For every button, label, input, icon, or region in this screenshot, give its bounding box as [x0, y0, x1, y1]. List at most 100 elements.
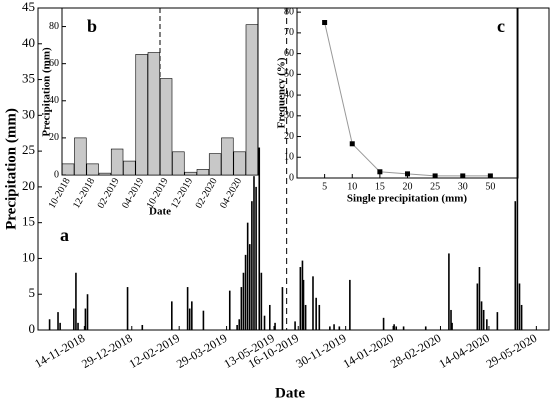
bar — [73, 308, 75, 330]
x-tick-label: 29-05-2020 — [484, 331, 539, 371]
bar — [304, 304, 307, 330]
bar — [312, 276, 314, 330]
bar — [48, 319, 51, 330]
bar — [244, 254, 247, 330]
bar — [172, 151, 185, 176]
bar — [184, 171, 197, 176]
bar — [188, 308, 191, 330]
bar — [349, 279, 351, 330]
bar — [236, 324, 238, 330]
y-tick-label: 30 — [22, 106, 35, 121]
bar — [186, 287, 189, 330]
x-tick-label: 14-04-2020 — [436, 331, 491, 371]
bar — [263, 315, 266, 330]
bar — [98, 172, 112, 176]
panel-tag: a — [60, 225, 69, 245]
bar — [246, 222, 249, 330]
x-tick-label: 15 — [375, 181, 385, 192]
bar — [424, 326, 427, 330]
y-tick-label: 25 — [22, 142, 35, 157]
bar — [86, 163, 99, 176]
y-tick-label: 5 — [29, 285, 36, 300]
bar — [238, 319, 241, 330]
y-tick-label: 0 — [54, 169, 59, 180]
bar — [516, 8, 519, 330]
marker — [322, 20, 328, 26]
line — [324, 22, 491, 177]
bar — [301, 260, 304, 330]
x-tick-label: 12-2019 — [169, 176, 195, 210]
bar — [395, 326, 398, 330]
bar — [318, 304, 321, 330]
y-tick-label: 80 — [49, 21, 59, 32]
bar — [480, 301, 483, 330]
panel-tag: b — [87, 16, 97, 36]
y-tick-label: 20 — [22, 178, 35, 193]
bar — [141, 324, 144, 330]
inset-c-axes — [296, 7, 519, 179]
y-tick-label: 20 — [284, 131, 294, 142]
y-tick-label: 50 — [284, 69, 294, 80]
bar — [135, 54, 148, 176]
main-bars — [48, 8, 523, 330]
bar — [77, 322, 79, 330]
bar — [402, 326, 405, 330]
x-tick-label: 25 — [430, 181, 440, 192]
bar — [274, 322, 276, 330]
y-tick-label: 10 — [22, 249, 35, 264]
bar — [242, 272, 245, 330]
x-tick-label: 30 — [458, 181, 468, 192]
y-axis-label: Frequency (%) — [276, 57, 288, 128]
bar — [486, 319, 488, 330]
bar — [159, 78, 173, 176]
main-axes — [37, 7, 550, 331]
bar — [338, 326, 341, 330]
x-tick-label: 02-2019 — [96, 176, 122, 210]
bar — [57, 312, 59, 330]
bar — [240, 287, 243, 330]
bar — [329, 326, 331, 330]
bar — [147, 52, 161, 176]
bar — [450, 309, 452, 330]
x-tick-label: 10-2018 — [47, 176, 73, 210]
y-tick-label: 45 — [22, 0, 35, 14]
bar — [393, 324, 395, 330]
bar — [59, 322, 61, 330]
x-tick-label: 30-11-2019 — [293, 331, 348, 371]
bar — [191, 301, 193, 330]
y-tick-label: 10 — [284, 152, 294, 163]
bar — [518, 283, 521, 330]
bar — [299, 267, 302, 330]
y-axis-label: Precipitation (mm) — [41, 47, 53, 137]
bar — [61, 163, 75, 176]
bar — [86, 294, 89, 330]
bar — [251, 201, 253, 330]
bar — [75, 272, 77, 330]
bar — [233, 151, 246, 176]
x-axis-label: Date — [149, 206, 171, 218]
bar — [208, 153, 222, 176]
x-tick-label: 20 — [403, 181, 413, 192]
x-tick-label: 29-03-2019 — [174, 331, 229, 371]
y-tick-label: 40 — [284, 89, 294, 100]
bar — [110, 148, 124, 176]
bar — [221, 137, 234, 176]
x-axis-label: Date — [275, 385, 305, 401]
y-tick-label: 20 — [49, 132, 59, 143]
y-tick-label: 40 — [22, 35, 35, 50]
y-axis-label: Precipitation (mm) — [3, 108, 19, 230]
x-tick-label: 14-01-2020 — [340, 331, 395, 371]
bar — [302, 279, 305, 330]
bar — [228, 290, 231, 330]
x-tick-label: 10 — [347, 181, 357, 192]
x-tick-label: 14-11-2018 — [32, 331, 87, 371]
x-tick-label: 12-02-2019 — [127, 331, 182, 371]
bar — [294, 321, 296, 330]
bar — [496, 312, 499, 330]
y-tick-label: 80 — [284, 6, 294, 17]
y-tick-label: 60 — [49, 58, 59, 69]
x-tick-label: 50 — [485, 181, 495, 192]
bar — [171, 301, 173, 330]
y-tick-label: 40 — [49, 95, 59, 106]
